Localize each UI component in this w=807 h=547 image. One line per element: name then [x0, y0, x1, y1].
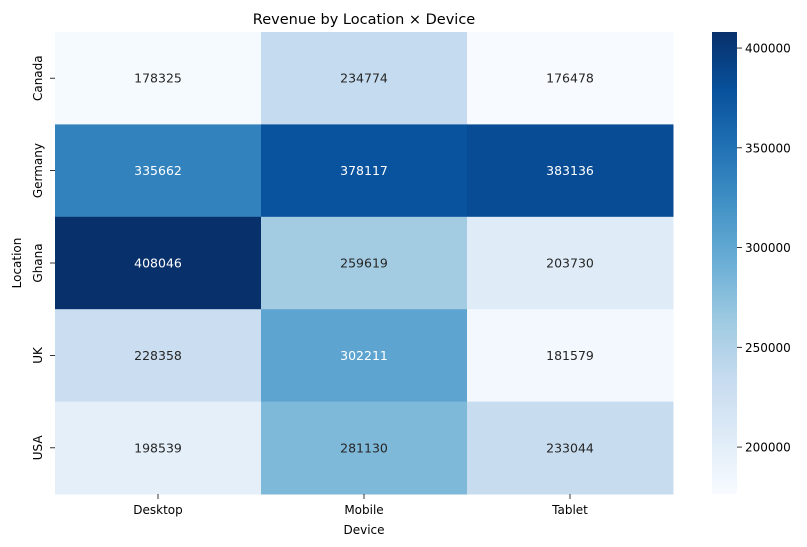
- heatmap-cell: [55, 401, 262, 495]
- chart-title: Revenue by Location × Device: [253, 12, 476, 28]
- x-tick-label: Tablet: [551, 503, 588, 517]
- cell-value-label: 335662: [134, 163, 182, 178]
- cell-value-label: 176478: [546, 71, 594, 86]
- cell-value-label: 233044: [546, 440, 594, 455]
- heatmap-cell: [467, 216, 674, 310]
- colorbar: [712, 32, 737, 494]
- heatmap-cell: [467, 309, 674, 403]
- cell-value-label: 181579: [546, 348, 594, 363]
- x-axis: Desktop Mobile Tablet: [133, 494, 588, 517]
- cell-value-label: 234774: [340, 71, 388, 86]
- x-tick-label: Mobile: [344, 503, 383, 517]
- cell-value-label: 228358: [134, 348, 182, 363]
- heatmap-cell: [261, 216, 468, 310]
- y-tick-label: Germany: [31, 143, 45, 198]
- heatmap-cell: [467, 32, 674, 125]
- heatmap-cell: [261, 401, 468, 495]
- heatmap-cell: [55, 32, 262, 125]
- cell-value-label: 383136: [546, 163, 594, 178]
- colorbar-tick-label: 250000: [745, 341, 791, 355]
- colorbar-tick-label: 400000: [745, 42, 791, 56]
- cell-value-label: 378117: [340, 163, 388, 178]
- heatmap-cell: [55, 309, 262, 403]
- y-tick-label: Ghana: [31, 243, 45, 282]
- colorbar-tick-label: 200000: [745, 441, 791, 455]
- cell-value-label: 408046: [134, 256, 182, 271]
- cell-value-label: 302211: [340, 348, 388, 363]
- colorbar-tick-label: 350000: [745, 141, 791, 155]
- heatmap-cell: [261, 309, 468, 403]
- x-tick-label: Desktop: [133, 503, 183, 517]
- cell-value-label: 178325: [134, 71, 182, 86]
- cell-labels: 178325 234774 176478 335662 378117 383136 4080…: [134, 71, 594, 456]
- heatmap-cell: [467, 124, 674, 218]
- heatmap-cell: [261, 32, 468, 125]
- heatmap-cell: [261, 124, 468, 218]
- y-axis-label: Location: [10, 238, 24, 289]
- y-tick-label: Canada: [31, 55, 45, 101]
- cell-value-label: 203730: [546, 256, 594, 271]
- cell-value-label: 198539: [134, 440, 182, 455]
- colorbar-ticks: 200000 250000 300000 350000 400000: [737, 42, 791, 455]
- cell-value-label: 259619: [340, 256, 388, 271]
- cell-value-label: 281130: [340, 440, 388, 455]
- heatmap-cell: [55, 124, 262, 218]
- heatmap-cell: [55, 216, 262, 310]
- heatmap-cells: [55, 32, 674, 495]
- y-tick-label: UK: [31, 346, 45, 364]
- y-axis: Canada Germany Ghana UK USA: [31, 55, 55, 460]
- colorbar-tick-label: 300000: [745, 241, 791, 255]
- x-axis-label: Device: [343, 523, 384, 537]
- y-tick-label: USA: [31, 435, 45, 461]
- heatmap-cell: [467, 401, 674, 495]
